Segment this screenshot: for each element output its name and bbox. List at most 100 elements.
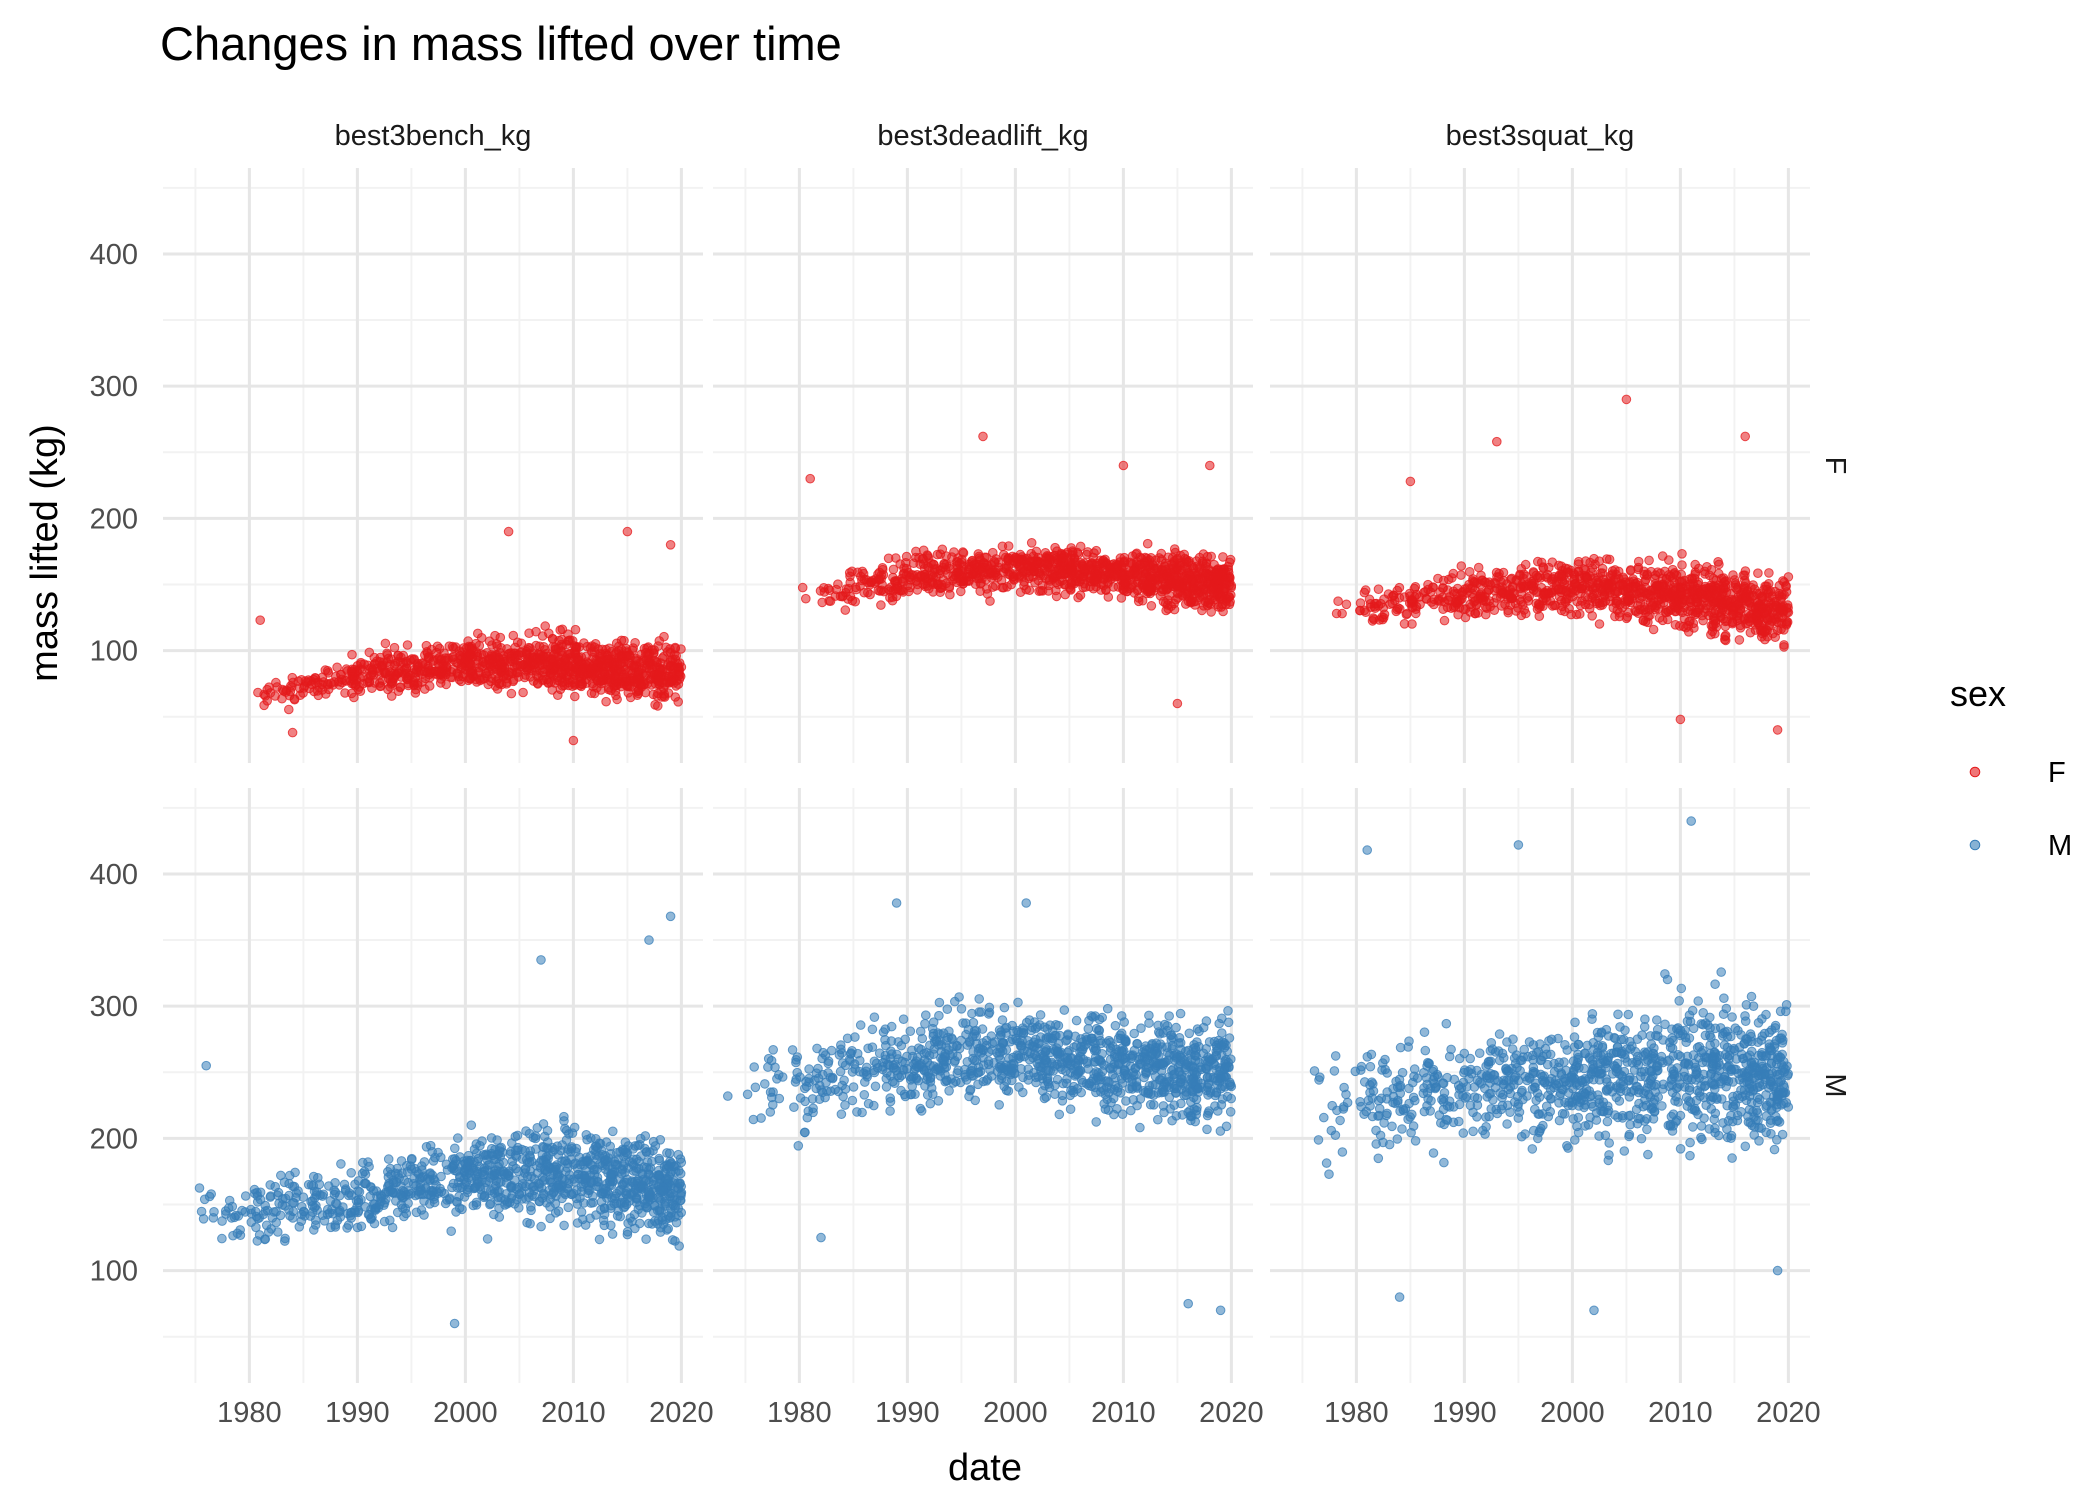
data-point bbox=[393, 668, 403, 679]
data-point bbox=[1624, 596, 1635, 606]
data-point bbox=[1720, 631, 1730, 642]
data-point bbox=[522, 1217, 532, 1228]
data-point bbox=[787, 1045, 798, 1055]
data-point bbox=[438, 665, 449, 675]
data-point bbox=[528, 1132, 539, 1143]
data-point bbox=[1053, 555, 1063, 566]
data-point bbox=[675, 1179, 685, 1189]
data-point bbox=[568, 735, 579, 746]
data-point bbox=[1638, 615, 1649, 626]
data-point bbox=[1742, 587, 1753, 597]
data-point bbox=[1527, 578, 1537, 589]
data-point bbox=[562, 1183, 573, 1194]
data-point bbox=[1735, 604, 1746, 615]
data-point bbox=[1580, 556, 1591, 566]
data-point bbox=[1706, 580, 1716, 591]
data-point bbox=[654, 636, 665, 646]
data-point bbox=[562, 1163, 573, 1173]
data-point bbox=[657, 653, 668, 663]
data-point bbox=[542, 1143, 552, 1153]
data-point bbox=[508, 676, 519, 687]
data-point bbox=[485, 1198, 496, 1209]
data-point bbox=[534, 1196, 545, 1207]
data-point bbox=[1515, 583, 1526, 594]
data-point bbox=[274, 1198, 284, 1209]
data-point bbox=[260, 1234, 270, 1245]
data-point bbox=[1155, 591, 1166, 601]
data-point bbox=[1202, 1124, 1212, 1135]
data-point bbox=[1653, 567, 1663, 578]
data-point bbox=[1781, 581, 1791, 592]
data-point bbox=[1691, 597, 1701, 608]
data-point bbox=[265, 1180, 276, 1190]
data-point bbox=[397, 1168, 407, 1178]
data-point bbox=[1575, 609, 1585, 619]
data-point bbox=[901, 551, 912, 562]
data-point bbox=[1697, 585, 1708, 595]
data-point bbox=[1110, 1020, 1121, 1031]
data-point bbox=[671, 675, 682, 686]
data-point bbox=[1687, 587, 1697, 598]
data-point bbox=[1566, 609, 1576, 620]
data-point bbox=[983, 564, 994, 574]
data-point bbox=[448, 651, 458, 662]
data-point bbox=[888, 564, 899, 575]
data-point bbox=[253, 1213, 263, 1224]
data-point bbox=[482, 1234, 493, 1244]
data-point bbox=[570, 667, 581, 677]
data-point bbox=[570, 624, 581, 635]
data-point bbox=[1365, 599, 1376, 609]
data-point bbox=[217, 1233, 227, 1244]
data-point bbox=[495, 632, 506, 643]
data-point bbox=[1482, 603, 1492, 614]
data-point bbox=[1075, 541, 1086, 552]
data-point bbox=[1683, 606, 1693, 617]
data-point bbox=[442, 1195, 452, 1205]
data-point bbox=[1065, 1104, 1076, 1114]
data-point bbox=[1068, 547, 1078, 558]
data-point bbox=[611, 672, 622, 683]
data-point bbox=[1648, 624, 1659, 635]
data-point bbox=[933, 1096, 944, 1106]
data-point bbox=[271, 1206, 281, 1217]
data-point bbox=[1644, 555, 1654, 566]
data-point bbox=[1205, 460, 1215, 471]
data-point bbox=[918, 579, 929, 590]
data-point bbox=[750, 1082, 761, 1093]
data-point bbox=[665, 1159, 676, 1169]
data-point bbox=[1644, 589, 1655, 600]
data-point bbox=[1101, 585, 1111, 596]
data-point bbox=[571, 1147, 581, 1157]
data-point bbox=[896, 585, 906, 596]
data-point bbox=[1166, 601, 1176, 612]
data-point bbox=[1071, 1015, 1082, 1026]
data-point bbox=[923, 561, 933, 572]
data-point bbox=[410, 672, 420, 683]
data-point bbox=[551, 1162, 561, 1172]
data-point bbox=[603, 1161, 613, 1171]
data-point bbox=[1476, 570, 1486, 581]
data-point bbox=[503, 526, 514, 537]
data-point bbox=[1379, 609, 1390, 620]
data-point bbox=[952, 557, 963, 567]
data-point bbox=[496, 1142, 507, 1153]
data-point bbox=[1531, 598, 1541, 609]
data-point bbox=[1144, 573, 1155, 583]
data-point bbox=[655, 1135, 666, 1145]
data-point bbox=[522, 1157, 533, 1168]
data-point bbox=[1484, 577, 1494, 588]
panel-best3bench_kg-F bbox=[163, 168, 703, 763]
data-point bbox=[1117, 1109, 1128, 1119]
data-point bbox=[1519, 605, 1530, 615]
data-point bbox=[1379, 594, 1389, 605]
data-point bbox=[1728, 570, 1738, 580]
data-point bbox=[1456, 561, 1467, 571]
data-point bbox=[284, 704, 294, 715]
panel-best3deadlift_kg-M bbox=[713, 788, 1253, 1383]
data-point bbox=[1764, 620, 1774, 630]
data-point bbox=[956, 1004, 967, 1014]
data-point bbox=[1439, 615, 1450, 626]
data-point bbox=[801, 593, 811, 604]
data-point bbox=[1221, 576, 1231, 587]
